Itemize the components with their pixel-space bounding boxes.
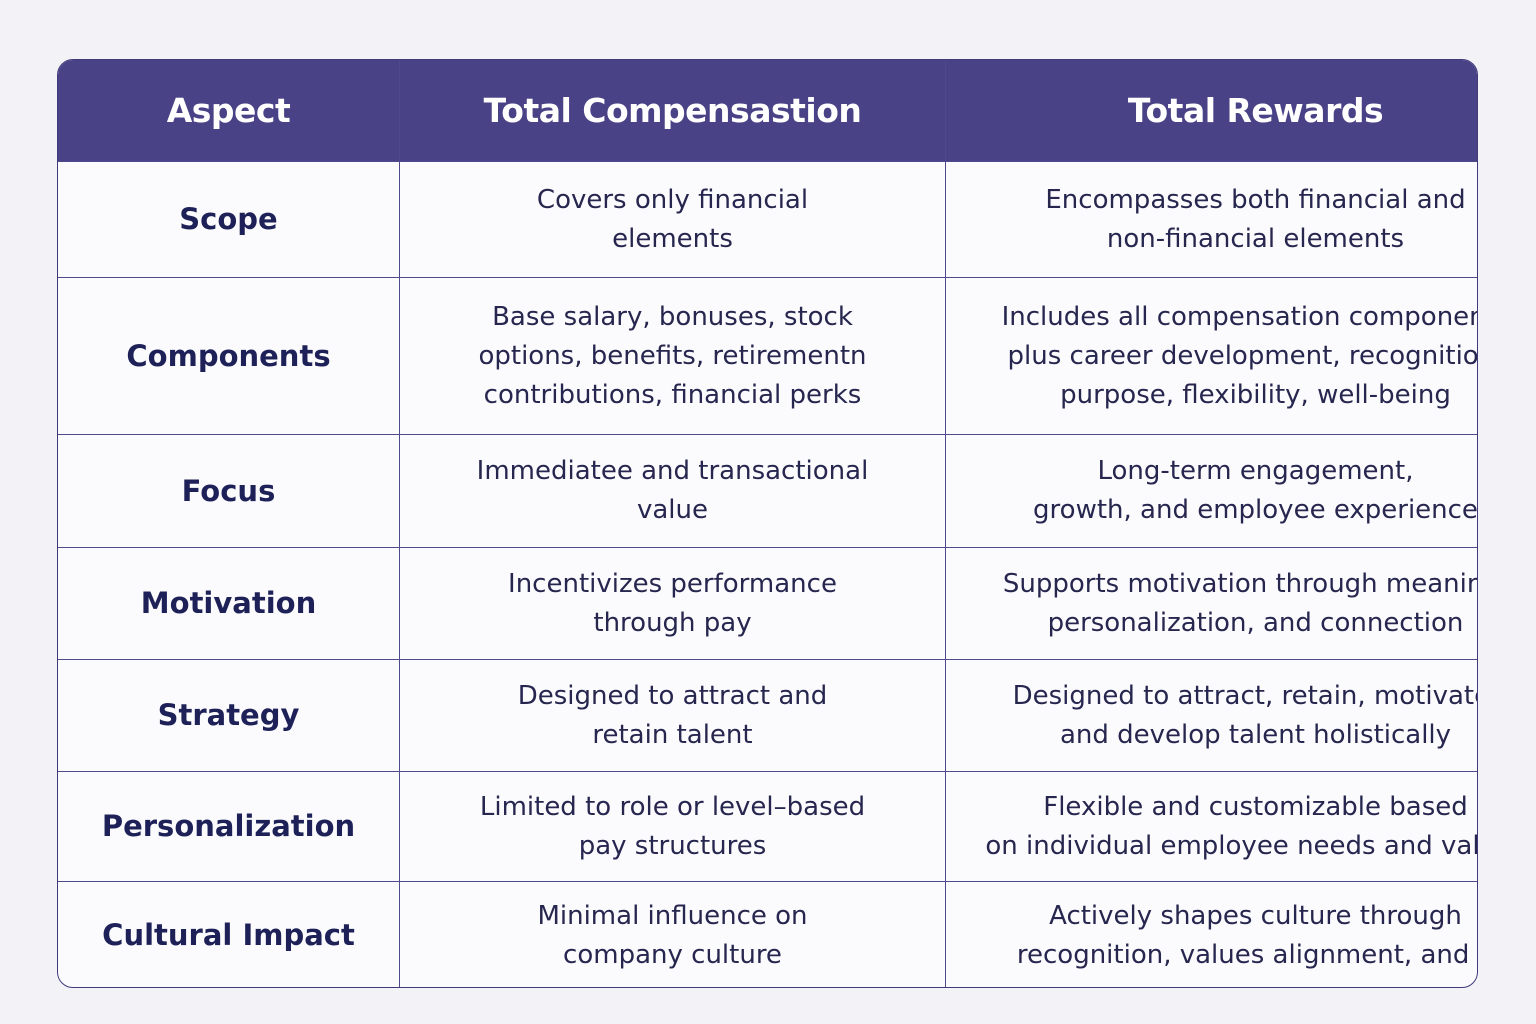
- header-cell: Total Rewards: [945, 60, 1477, 162]
- cell-text: Encompasses both financial and: [1045, 184, 1466, 215]
- cell-text: Long-term engagement,: [1097, 456, 1414, 486]
- cell-text: Flexible and customizable based: [1043, 791, 1468, 822]
- table-row: Scope Covers only financial elements Encomp…: [58, 161, 1477, 278]
- cell-text: Focus: [181, 473, 276, 508]
- cell-text: Actively shapes culture through: [1049, 900, 1462, 931]
- aspect-cell: Motivation: [58, 547, 400, 660]
- aspect-cell: Focus: [58, 434, 400, 548]
- cell-text: Strategy: [157, 698, 300, 732]
- comparison-table: Aspect Total Compensastion Total Rewards Sc…: [58, 60, 1478, 987]
- aspect-cell: Cultural Impact: [58, 881, 400, 987]
- header-cell: Total Compensastion: [399, 60, 946, 162]
- header-row: Aspect Total Compensastion Total Rewards: [58, 60, 1477, 162]
- cell-text: Minimal influence on: [537, 900, 808, 931]
- cell-text: on individual employee needs and values: [985, 830, 1478, 861]
- cell-text: Designed to attract and: [517, 680, 828, 711]
- cell-text: Scope: [179, 202, 278, 236]
- cell-text: pay structures: [578, 830, 767, 861]
- table-row: Motivation Incentivizes performance throug…: [58, 547, 1478, 660]
- aspect-cell: Personalization: [58, 771, 400, 882]
- table-container: Aspect Total Compensastion Total Rewards Sc…: [57, 59, 1478, 988]
- value-cell: Designed to attract, retain, motivate, an…: [945, 659, 1478, 772]
- cell-text: growth, and employee experience: [1033, 495, 1478, 525]
- table-row: Cultural Impact Minimal influence on compa…: [58, 881, 1478, 987]
- cell-text: Incentivizes performance: [508, 568, 837, 599]
- cell-text: recognition, values alignment, and h: [1016, 939, 1478, 970]
- cell-text: Supports motivation through meaning,: [1002, 568, 1478, 599]
- cell-text: contributions, financial perks: [483, 379, 862, 410]
- value-cell: Covers only financial elements: [399, 161, 946, 278]
- header-cell: Aspect: [58, 60, 400, 162]
- cell-text: purpose, flexibility, well-being: [1060, 379, 1451, 410]
- cell-text: Includes all compensation components: [1001, 301, 1478, 332]
- cell-text: Covers only financial: [536, 184, 809, 215]
- cell-text: Limited to role or level–based: [479, 791, 866, 822]
- table-row: Strategy Designed to attract and retain ta…: [58, 659, 1478, 772]
- cell-text: plus career development, recognition,: [1007, 340, 1478, 371]
- value-cell: Includes all compensation components plus…: [945, 277, 1478, 435]
- cell-text: and develop talent holistically: [1059, 719, 1452, 750]
- cell-text: Immediatee and transactional: [476, 456, 869, 486]
- value-cell: Base salary, bonuses, stock options, bene…: [399, 277, 946, 435]
- cell-text: Base salary, bonuses, stock: [492, 301, 853, 332]
- value-cell: Actively shapes culture through recogniti…: [945, 881, 1478, 987]
- value-cell: Long-term engagement, growth, and employe…: [945, 434, 1478, 548]
- value-cell: Incentivizes performance through pay: [399, 547, 946, 660]
- cell-text: Designed to attract, retain, motivate,: [1012, 680, 1478, 711]
- value-cell: Supports motivation through meaning, pers…: [945, 547, 1478, 660]
- cell-text: options, benefits, retirementn: [478, 340, 867, 371]
- value-cell: Limited to role or level–based pay struct…: [399, 771, 946, 882]
- cell-text: Personalization: [101, 809, 356, 843]
- value-cell: Encompasses both financial and non-financ…: [945, 161, 1477, 278]
- cell-text: company culture: [563, 939, 782, 970]
- table-row: Focus Immediatee and transactional value Lo…: [58, 434, 1478, 548]
- cell-text: retain talent: [592, 719, 753, 750]
- aspect-cell: Components: [58, 277, 400, 435]
- aspect-cell: Scope: [58, 161, 400, 278]
- cell-text: elements: [612, 223, 733, 254]
- cell-text: Cultural Impact: [102, 918, 355, 953]
- table-row: Personalization Limited to role or level–…: [58, 771, 1478, 882]
- cell-text: through pay: [593, 607, 752, 638]
- cell-text: non-financial elements: [1106, 223, 1405, 254]
- cell-text: value: [636, 495, 709, 525]
- table-row: Components Base salary, bonuses, stock opt…: [58, 277, 1478, 435]
- cell-text: Components: [126, 338, 331, 373]
- value-cell: Flexible and customizable based on indivi…: [945, 771, 1478, 882]
- value-cell: Designed to attract and retain talent: [399, 659, 946, 772]
- aspect-cell: Strategy: [58, 659, 400, 772]
- cell-text: personalization, and connection: [1047, 607, 1464, 638]
- value-cell: Immediatee and transactional value: [399, 434, 946, 548]
- value-cell: Minimal influence on company culture: [399, 881, 946, 987]
- cell-text: Motivation: [140, 586, 317, 620]
